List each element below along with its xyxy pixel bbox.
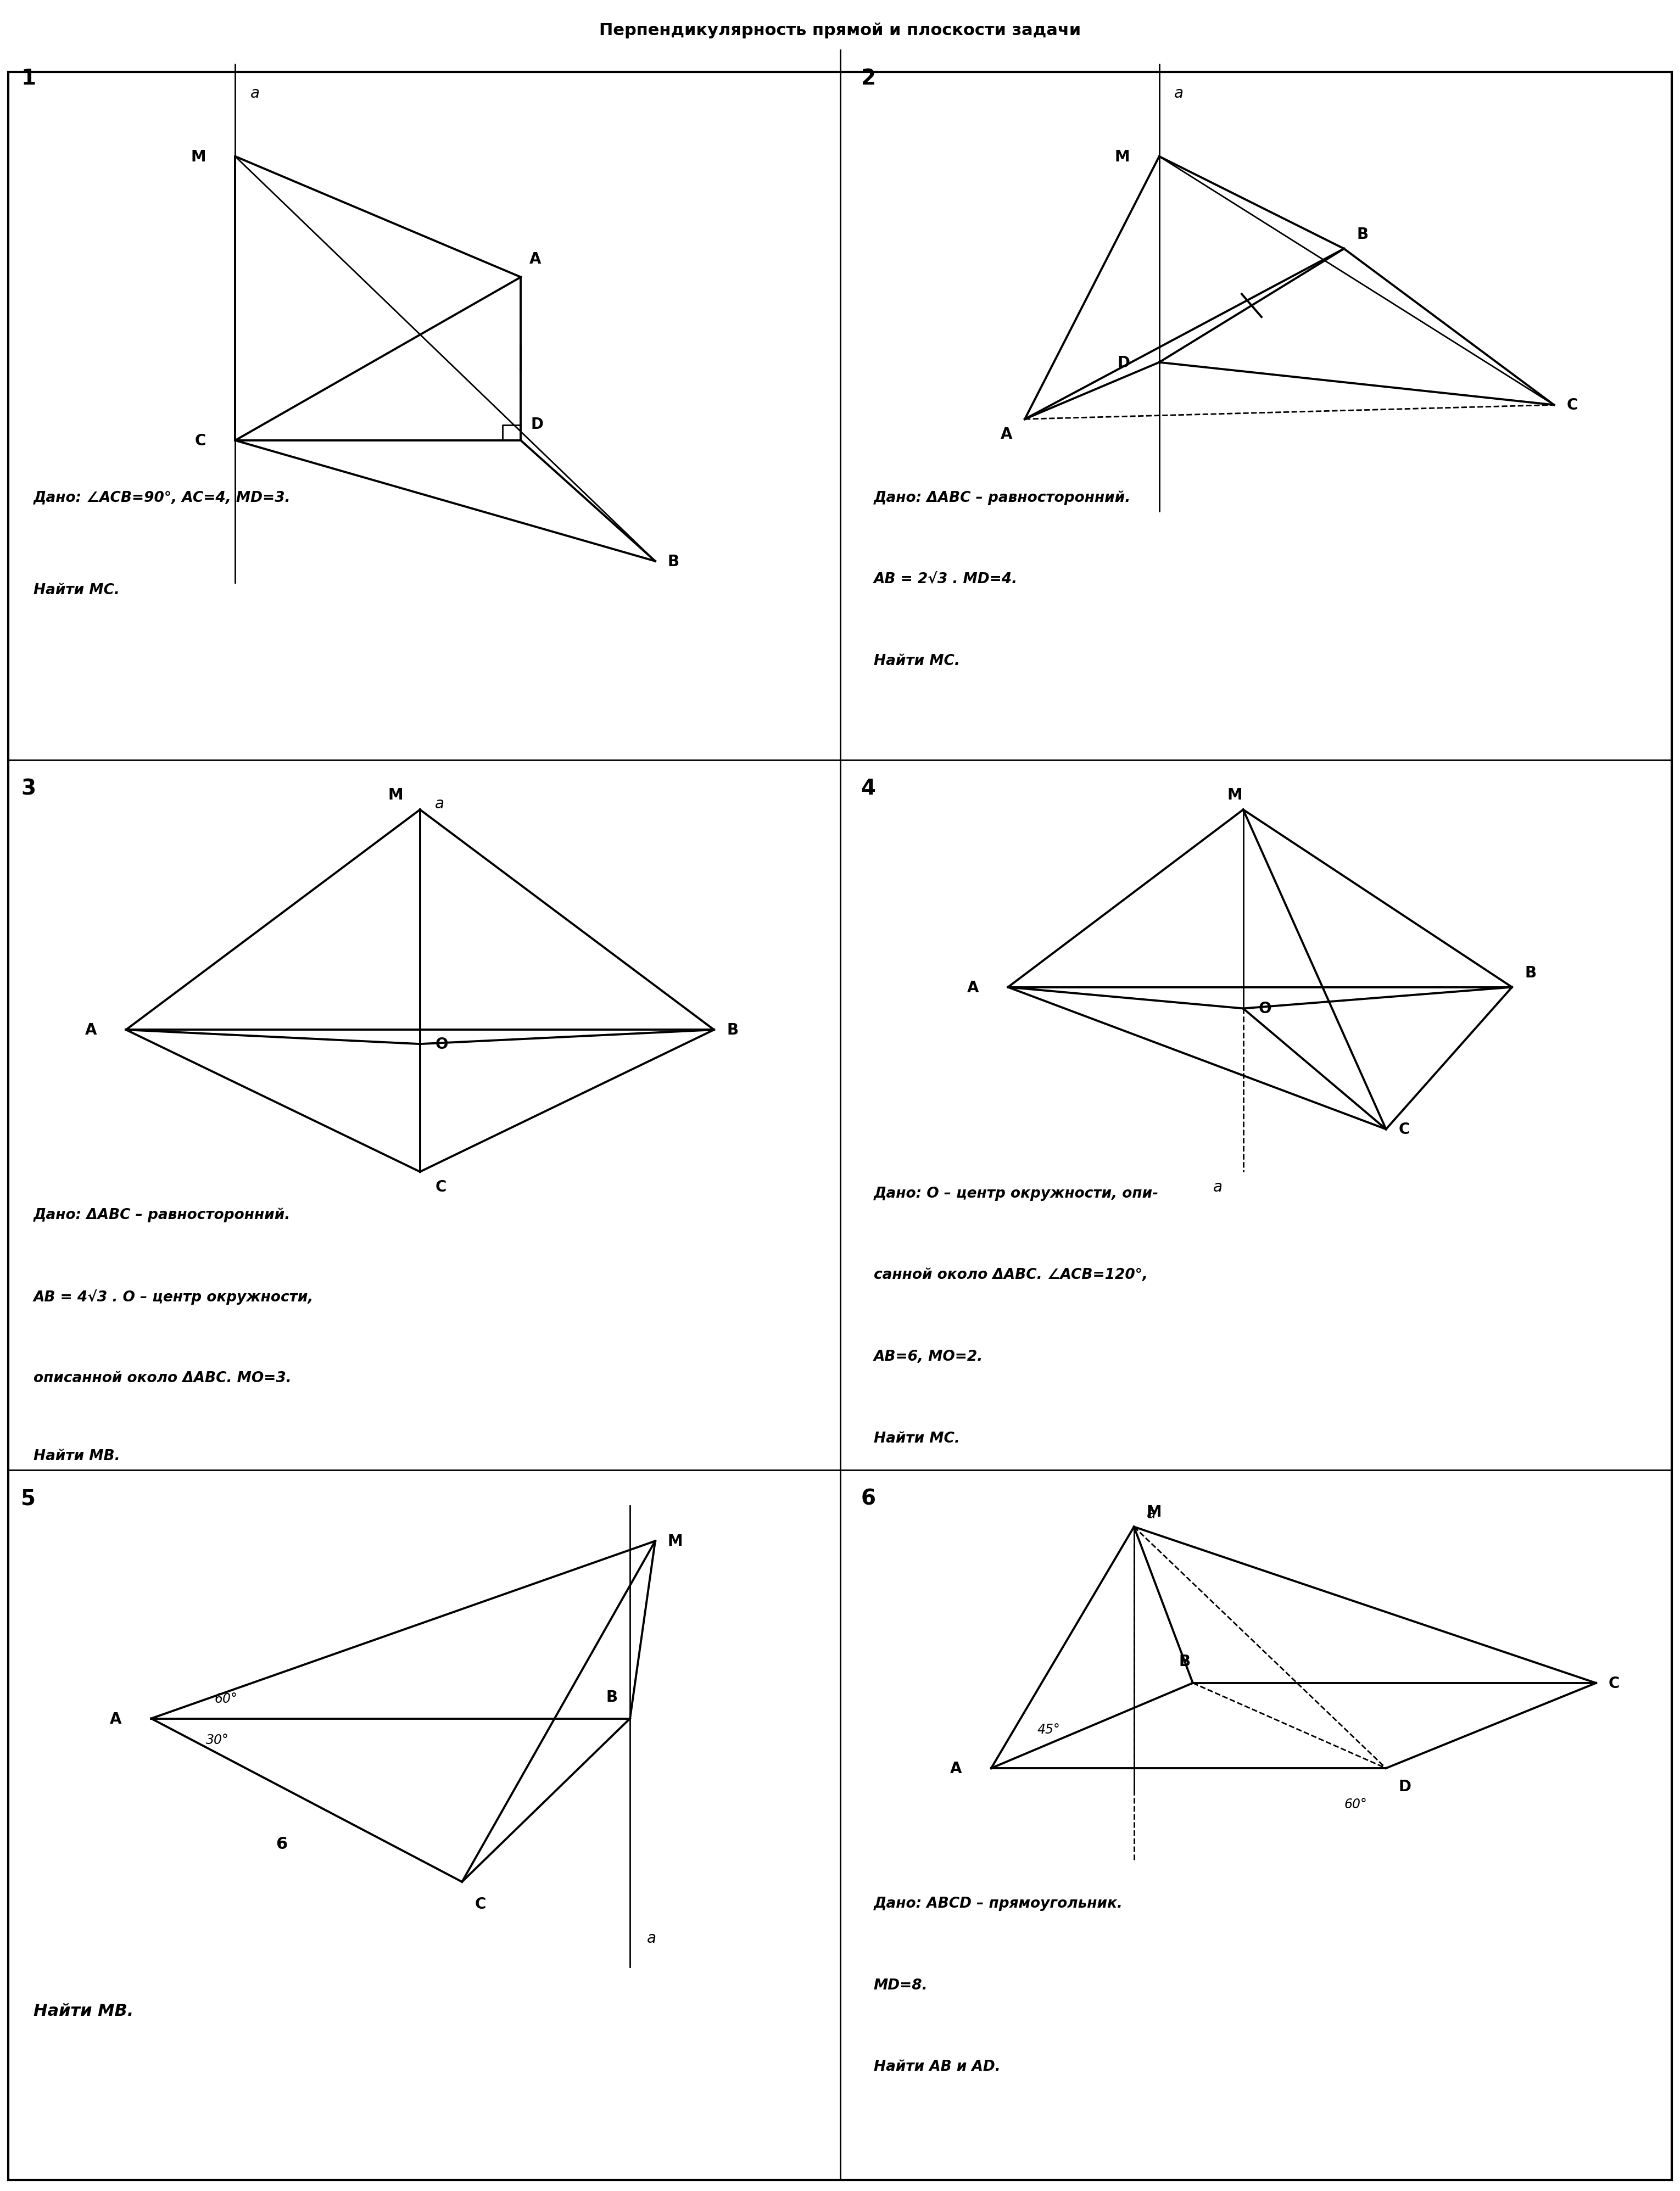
Text: Найти MC.: Найти MC. <box>874 653 959 668</box>
Text: M: M <box>388 787 403 802</box>
Text: AB=6, MO=2.: AB=6, MO=2. <box>874 1350 983 1363</box>
Text: Найти MB.: Найти MB. <box>34 2003 134 2018</box>
Text: A: A <box>529 252 541 267</box>
Text: a: a <box>1213 1179 1223 1194</box>
Text: Дано: O – центр окружности, опи-: Дано: O – центр окружности, опи- <box>874 1185 1159 1201</box>
Text: описанной около ΔABC. MO=3.: описанной около ΔABC. MO=3. <box>34 1372 292 1385</box>
Text: B: B <box>1357 226 1368 241</box>
Text: M: M <box>1114 149 1129 164</box>
Text: M: M <box>1226 787 1243 802</box>
Text: 1: 1 <box>20 68 35 90</box>
Text: a: a <box>1174 85 1184 101</box>
Text: M: M <box>190 149 207 164</box>
Text: Дано: ∠ACB=90°, AC=4, MD=3.: Дано: ∠ACB=90°, AC=4, MD=3. <box>34 491 291 504</box>
Text: AB = 4√3 . O – центр окружности,: AB = 4√3 . O – центр окружности, <box>34 1288 314 1304</box>
Text: B: B <box>1179 1654 1189 1670</box>
Text: C: C <box>1399 1122 1410 1137</box>
Text: 2: 2 <box>860 68 875 90</box>
Text: C: C <box>1566 397 1578 414</box>
Text: 45°: 45° <box>1038 1722 1060 1735</box>
Text: 6: 6 <box>276 1836 287 1851</box>
Text: D: D <box>1399 1779 1411 1794</box>
Text: Найти MC.: Найти MC. <box>874 1431 959 1446</box>
Text: a: a <box>435 795 445 811</box>
Text: A: A <box>84 1023 97 1039</box>
Text: a: a <box>647 1930 657 1946</box>
Text: 60°: 60° <box>215 1691 237 1705</box>
Text: A: A <box>949 1762 961 1777</box>
Text: 5: 5 <box>20 1488 35 1510</box>
Text: C: C <box>195 434 207 449</box>
Text: Дано: ABCD – прямоугольник.: Дано: ABCD – прямоугольник. <box>874 1895 1122 1911</box>
Text: B: B <box>1525 964 1536 979</box>
Text: a: a <box>250 85 260 101</box>
Text: 3: 3 <box>20 778 35 800</box>
Text: A: A <box>1000 427 1011 443</box>
Text: 4: 4 <box>860 778 875 800</box>
Text: D: D <box>531 416 544 432</box>
Text: O: O <box>435 1036 449 1052</box>
Text: B: B <box>727 1023 738 1039</box>
Text: C: C <box>435 1179 447 1194</box>
Text: 6: 6 <box>860 1488 875 1510</box>
Text: D: D <box>1117 355 1129 370</box>
Text: C: C <box>475 1895 486 1911</box>
Text: санной около ΔABC. ∠ACB=120°,: санной около ΔABC. ∠ACB=120°, <box>874 1269 1147 1282</box>
Text: O: O <box>1258 1001 1272 1017</box>
Text: 30°: 30° <box>207 1733 228 1746</box>
Text: 60°: 60° <box>1344 1797 1368 1810</box>
Text: Перпендикулярность прямой и плоскости задачи: Перпендикулярность прямой и плоскости за… <box>600 22 1080 39</box>
Text: Найти AB и AD.: Найти AB и AD. <box>874 2060 1000 2073</box>
Text: M: M <box>669 1534 684 1549</box>
Text: B: B <box>606 1689 618 1705</box>
Text: A: A <box>109 1711 123 1727</box>
Text: Дано: ΔABC – равносторонний.: Дано: ΔABC – равносторонний. <box>874 491 1131 506</box>
Text: A: A <box>966 979 978 995</box>
Text: Дано: ΔABC – равносторонний.: Дано: ΔABC – равносторонний. <box>34 1207 291 1223</box>
Text: Найти MC.: Найти MC. <box>34 583 119 598</box>
Text: a: a <box>1146 1505 1156 1521</box>
Text: C: C <box>1609 1676 1620 1691</box>
Text: B: B <box>669 554 679 570</box>
Text: Найти MB.: Найти MB. <box>34 1448 121 1464</box>
Text: M: M <box>1146 1505 1163 1521</box>
Text: AB = 2√3 . MD=4.: AB = 2√3 . MD=4. <box>874 572 1018 587</box>
Text: MD=8.: MD=8. <box>874 1978 927 1992</box>
